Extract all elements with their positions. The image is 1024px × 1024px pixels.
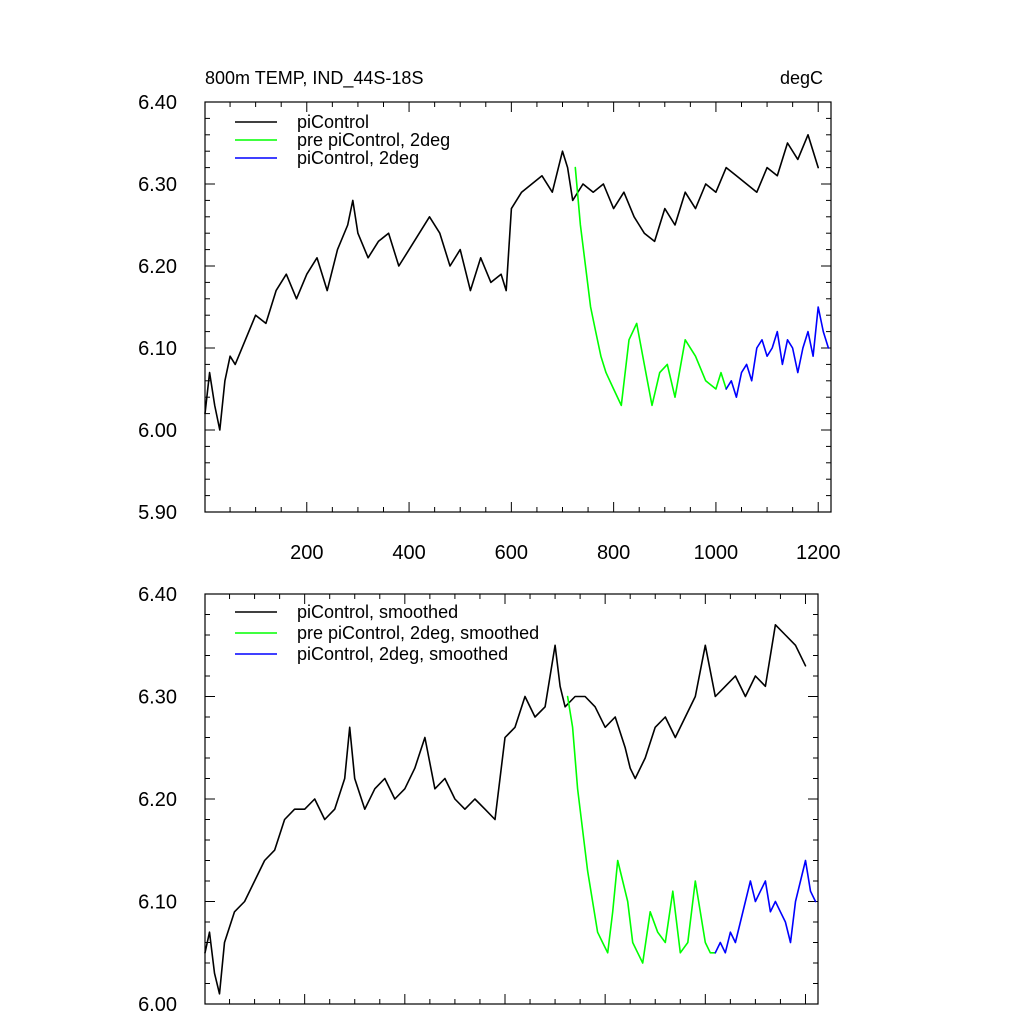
x-tick-label: 1000 <box>694 542 739 564</box>
panel-top: 800m TEMP, IND_44S-18S degC 5.90 6.00 6.10… <box>138 68 840 564</box>
y-tick-label: 6.20 <box>138 256 177 278</box>
y-tick-labels-top: 5.90 6.00 6.10 6.20 6.30 6.40 <box>138 92 177 524</box>
y-tick-label: 6.30 <box>138 174 177 196</box>
y-tick-label: 6.40 <box>138 92 177 114</box>
series-line-3 <box>725 306 830 399</box>
y-tick-label: 6.10 <box>138 892 177 914</box>
legend-label: pre piControl, 2deg, smoothed <box>297 623 539 643</box>
y-tick-label: 6.40 <box>138 584 177 606</box>
y-tick-label: 6.10 <box>138 338 177 360</box>
y-tick-label: 6.20 <box>138 789 177 811</box>
y-tick-labels-bottom: 6.00 6.10 6.20 6.30 6.40 <box>138 584 177 1016</box>
series-group-bottom <box>204 623 817 995</box>
units-label: degC <box>780 68 823 88</box>
axis-ticks-top <box>205 101 831 513</box>
panel-bottom: 6.00 6.10 6.20 6.30 6.40 piControl, smoothed… <box>138 584 819 1016</box>
legend-label: piControl <box>297 112 369 132</box>
legend-label: piControl, 2deg, smoothed <box>297 644 508 664</box>
x-tick-label: 800 <box>597 542 630 564</box>
y-tick-label: 5.90 <box>138 502 177 524</box>
x-tick-label: 200 <box>290 542 323 564</box>
series-group-top <box>204 134 830 431</box>
legend-label: pre piControl, 2deg <box>297 130 450 150</box>
series-line-3 <box>714 859 817 954</box>
chart-title: 800m TEMP, IND_44S-18S <box>205 68 423 89</box>
x-tick-labels-top: 200 400 600 800 1000 1200 <box>290 542 840 564</box>
legend-label: piControl, 2deg <box>297 148 419 168</box>
plot-frame-top <box>204 101 832 513</box>
series-line-1 <box>204 134 820 431</box>
legend-label: piControl, smoothed <box>297 602 458 622</box>
x-tick-label: 400 <box>392 542 425 564</box>
y-tick-label: 6.00 <box>138 994 177 1016</box>
x-tick-label: 600 <box>495 542 528 564</box>
y-tick-label: 6.30 <box>138 687 177 709</box>
y-tick-label: 6.00 <box>138 420 177 442</box>
axis-ticks-bottom <box>205 593 818 1005</box>
series-line-2 <box>566 695 717 964</box>
x-tick-label: 1200 <box>796 542 841 564</box>
series-line-2 <box>574 166 728 407</box>
series-line-1 <box>204 623 807 995</box>
